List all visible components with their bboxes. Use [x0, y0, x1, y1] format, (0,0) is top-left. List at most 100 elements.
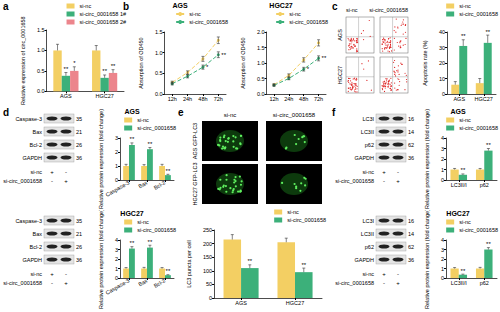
svg-text:0.5: 0.5 [155, 70, 163, 76]
svg-text:Apoptosis rate (%): Apoptosis rate (%) [422, 40, 428, 85]
svg-text:LC3II/I: LC3II/I [451, 182, 468, 188]
svg-text:*: * [206, 64, 209, 70]
svg-text:**: ** [486, 142, 491, 148]
svg-text:si-circ_0001658: si-circ_0001658 [137, 125, 176, 131]
svg-text:HGC27: HGC27 [120, 210, 143, 217]
svg-text:1: 1 [115, 163, 118, 169]
svg-text:20: 20 [439, 60, 445, 66]
svg-text:3: 3 [441, 146, 444, 152]
svg-text:1.5: 1.5 [155, 29, 163, 35]
svg-text:21: 21 [76, 129, 82, 135]
svg-text:Caspase-3: Caspase-3 [15, 218, 42, 224]
svg-text:LC3I: LC3I [362, 116, 374, 122]
svg-text:+: + [382, 271, 386, 277]
svg-text:a: a [3, 1, 9, 12]
svg-text:p62: p62 [480, 182, 489, 188]
svg-text:HGC27: HGC27 [337, 66, 343, 84]
svg-text:LC3 puncta per cell: LC3 puncta per cell [186, 240, 192, 287]
svg-text:si-circ_0001658: si-circ_0001658 [137, 227, 176, 233]
svg-text:AGS: AGS [124, 108, 140, 115]
svg-text:HGC27: HGC27 [475, 96, 493, 102]
svg-text:Relative protein expression (f: Relative protein expression (fold change… [98, 210, 104, 309]
svg-text:**: ** [461, 268, 466, 274]
svg-text:si-circ_0001658: si-circ_0001658 [3, 178, 42, 184]
svg-text:AGS: AGS [60, 93, 72, 99]
svg-text:si-nc: si-nc [137, 117, 149, 123]
svg-text:**: ** [166, 168, 171, 174]
svg-text:**: ** [221, 52, 226, 58]
svg-text:Bcl-2: Bcl-2 [153, 179, 167, 190]
svg-text:+: + [50, 169, 54, 175]
svg-text:4: 4 [115, 237, 118, 243]
svg-text:1: 1 [441, 266, 444, 272]
svg-text:Absorption of OD450: Absorption of OD450 [138, 37, 144, 88]
svg-text:35: 35 [76, 116, 82, 122]
svg-text:24h: 24h [183, 96, 192, 102]
svg-text:Bcl-2: Bcl-2 [29, 244, 42, 250]
svg-text:40: 40 [439, 29, 445, 35]
svg-text:72h: 72h [214, 96, 223, 102]
svg-text:si-nc: si-nc [362, 271, 374, 277]
svg-text:si-circ_0001658: si-circ_0001658 [273, 112, 316, 118]
svg-text:2: 2 [115, 149, 118, 155]
svg-text:0: 0 [115, 275, 118, 281]
svg-text:+: + [64, 178, 68, 184]
svg-text:4: 4 [441, 135, 444, 141]
svg-text:3: 3 [115, 247, 118, 253]
svg-text:1.5: 1.5 [257, 45, 265, 51]
svg-text:*: * [73, 60, 76, 66]
svg-text:0.0: 0.0 [155, 91, 163, 97]
svg-text:12h: 12h [269, 96, 278, 102]
svg-text:si-nc: si-nc [224, 112, 237, 118]
svg-text:GAPDH: GAPDH [354, 257, 374, 263]
svg-text:Relative protein expression (f: Relative protein expression (fold change… [98, 109, 104, 209]
svg-text:si-nc: si-nc [346, 7, 358, 13]
svg-text:2: 2 [441, 156, 444, 162]
svg-text:2: 2 [441, 256, 444, 262]
svg-text:si-circ_0001658: si-circ_0001658 [289, 19, 328, 25]
svg-text:10: 10 [439, 76, 445, 82]
svg-text:+: + [64, 280, 68, 286]
svg-text:14: 14 [408, 129, 414, 135]
svg-text:si-nc: si-nc [80, 3, 92, 9]
svg-text:Bax: Bax [137, 179, 148, 189]
svg-text:**: ** [148, 141, 153, 147]
svg-text:16: 16 [408, 116, 414, 122]
svg-text:Relative expression of circ_00: Relative expression of circ_0001658 [20, 16, 26, 105]
svg-text:-: - [65, 271, 67, 277]
svg-text:si-nc: si-nc [459, 219, 471, 225]
svg-text:**: ** [461, 167, 466, 173]
svg-text:**: ** [64, 66, 69, 72]
svg-text:LC3II: LC3II [361, 129, 375, 135]
svg-text:250: 250 [203, 227, 212, 233]
svg-text:LC3II/I: LC3II/I [451, 280, 468, 286]
svg-text:AGS: AGS [453, 96, 465, 102]
svg-text:**: ** [166, 268, 171, 274]
svg-text:si-nc: si-nc [289, 11, 301, 17]
svg-text:Absorption of OD450: Absorption of OD450 [240, 37, 246, 88]
svg-text:1.0: 1.0 [155, 50, 163, 56]
svg-text:1.5: 1.5 [37, 27, 45, 33]
svg-text:HGC27: HGC27 [286, 300, 304, 306]
svg-text:**: ** [130, 136, 135, 142]
svg-text:**: ** [301, 262, 306, 268]
svg-text:Bax: Bax [33, 129, 43, 135]
svg-text:GAPDH: GAPDH [22, 155, 42, 161]
svg-text:GAPDH: GAPDH [354, 155, 374, 161]
svg-text:si-circ_0001658: si-circ_0001658 [335, 178, 374, 184]
svg-text:HGC27: HGC27 [446, 210, 469, 217]
svg-text:72h: 72h [314, 96, 323, 102]
svg-text:-: - [383, 280, 385, 286]
svg-text:0.5: 0.5 [257, 76, 265, 82]
svg-text:1.0: 1.0 [257, 60, 265, 66]
svg-text:si-circ_0001658: si-circ_0001658 [3, 280, 42, 286]
svg-text:150: 150 [203, 254, 212, 260]
svg-text:AGS GFP-LC3: AGS GFP-LC3 [192, 123, 198, 159]
svg-text:12h: 12h [168, 96, 177, 102]
svg-text:3: 3 [115, 135, 118, 141]
svg-text:**: ** [130, 240, 135, 246]
svg-text:0: 0 [441, 177, 444, 183]
svg-text:**: ** [461, 33, 466, 39]
svg-text:24h: 24h [284, 96, 293, 102]
svg-text:si-nc: si-nc [287, 209, 299, 215]
